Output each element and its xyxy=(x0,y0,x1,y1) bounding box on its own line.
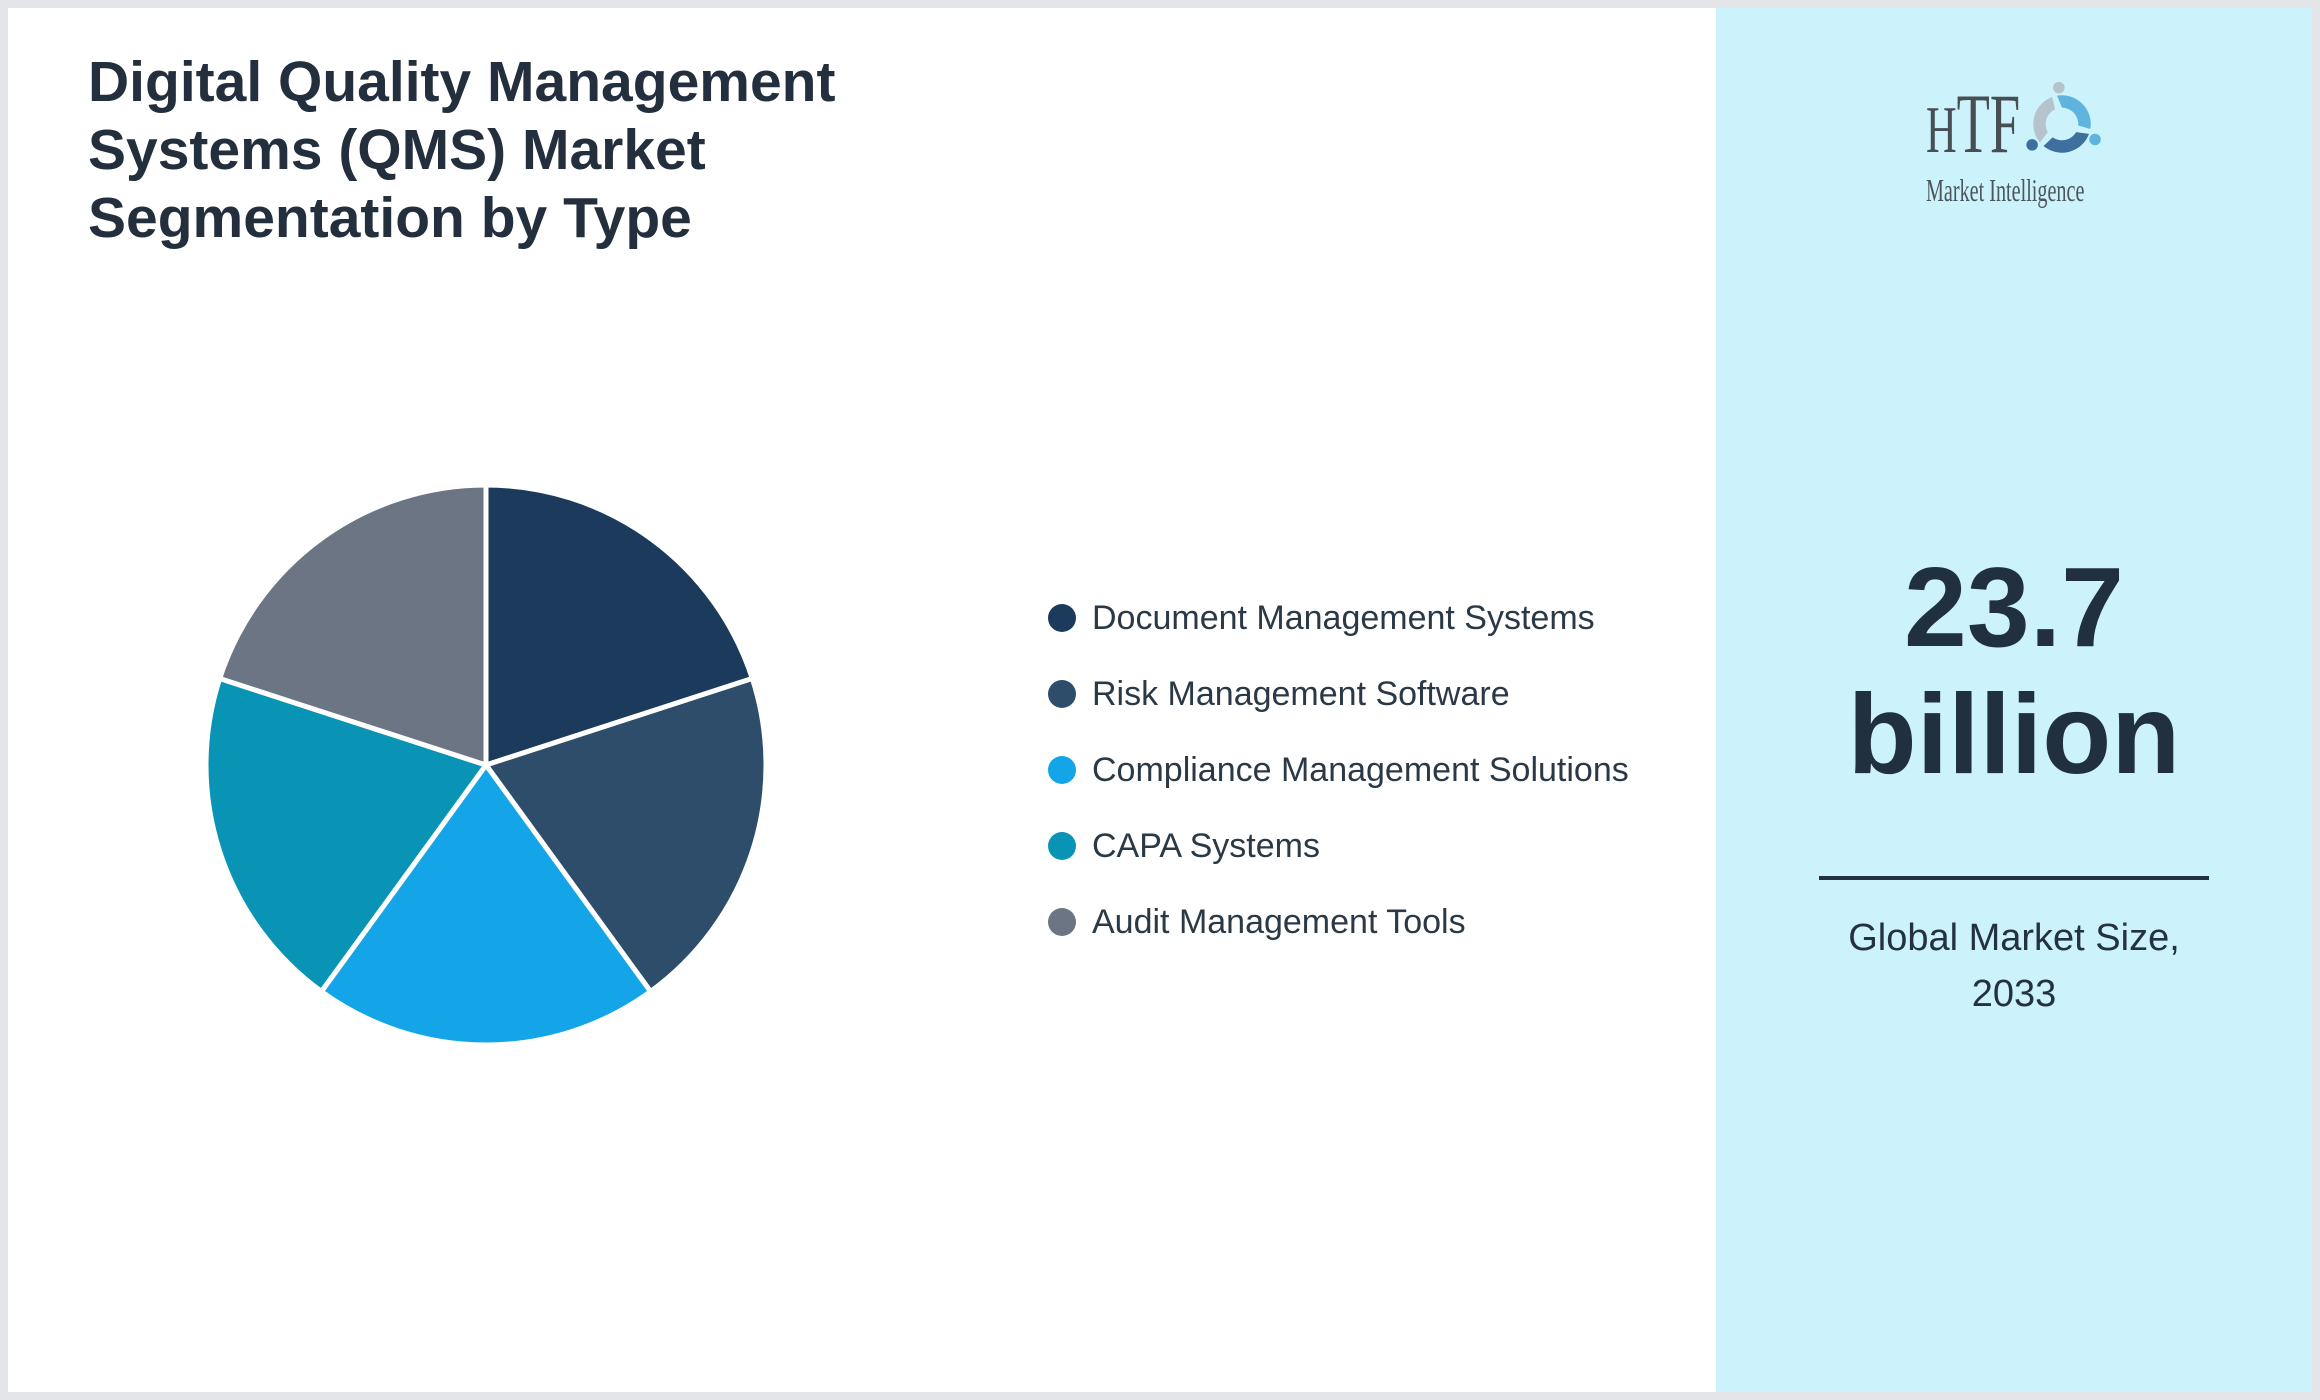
pie-chart xyxy=(203,482,769,1048)
legend-color-dot xyxy=(1048,680,1076,708)
htf-logo: HTF Market Intel xyxy=(1926,74,2256,209)
page-title-line-3: Segmentation by Type xyxy=(88,186,692,250)
legend-color-dot xyxy=(1048,756,1076,784)
market-size-stat: 23.7 billion Global Market Size, 2033 xyxy=(1716,544,2312,1022)
legend-color-dot xyxy=(1048,832,1076,860)
legend-item: Risk Management Software xyxy=(1048,672,1629,716)
pie-slice xyxy=(483,675,769,995)
logo-row: HTF xyxy=(1926,74,2256,174)
pie-slice xyxy=(217,482,489,768)
logo-tagline: Market Intelligence xyxy=(1926,172,2085,208)
market-size-number: 23.7 xyxy=(1904,544,2124,670)
legend-item: Document Management Systems xyxy=(1048,596,1629,640)
market-size-unit: billion xyxy=(1847,671,2181,797)
legend-item: CAPA Systems xyxy=(1048,824,1629,868)
legend-label: Compliance Management Solutions xyxy=(1092,750,1629,789)
market-size-panel: HTF Market Intel xyxy=(1716,8,2312,1392)
logo-wordmark: HTF xyxy=(1926,77,2021,171)
market-size-caption: Global Market Size, 2033 xyxy=(1848,917,2180,1015)
legend-label: Audit Management Tools xyxy=(1092,902,1466,941)
legend-color-dot xyxy=(1048,908,1076,936)
legend-label: Risk Management Software xyxy=(1092,674,1510,713)
page-title-line-2: Systems (QMS) Market xyxy=(88,118,706,182)
legend-item: Compliance Management Solutions xyxy=(1048,748,1629,792)
legend: Document Management Systems Risk Managem… xyxy=(1048,596,1629,976)
divider-line xyxy=(1819,876,2209,880)
page-title: Digital Quality Management Systems (QMS)… xyxy=(88,48,835,252)
legend-color-dot xyxy=(1048,604,1076,632)
pie-slice xyxy=(483,482,755,768)
legend-item: Audit Management Tools xyxy=(1048,900,1629,944)
logo-dolphins-icon xyxy=(2022,79,2101,164)
page-title-line-1: Digital Quality Management xyxy=(88,50,836,114)
market-size-value: 23.7 billion xyxy=(1716,544,2312,798)
legend-label: CAPA Systems xyxy=(1092,826,1320,865)
pie-slice xyxy=(203,675,489,995)
legend-label: Document Management Systems xyxy=(1092,598,1595,637)
pie-slice xyxy=(318,762,654,1048)
